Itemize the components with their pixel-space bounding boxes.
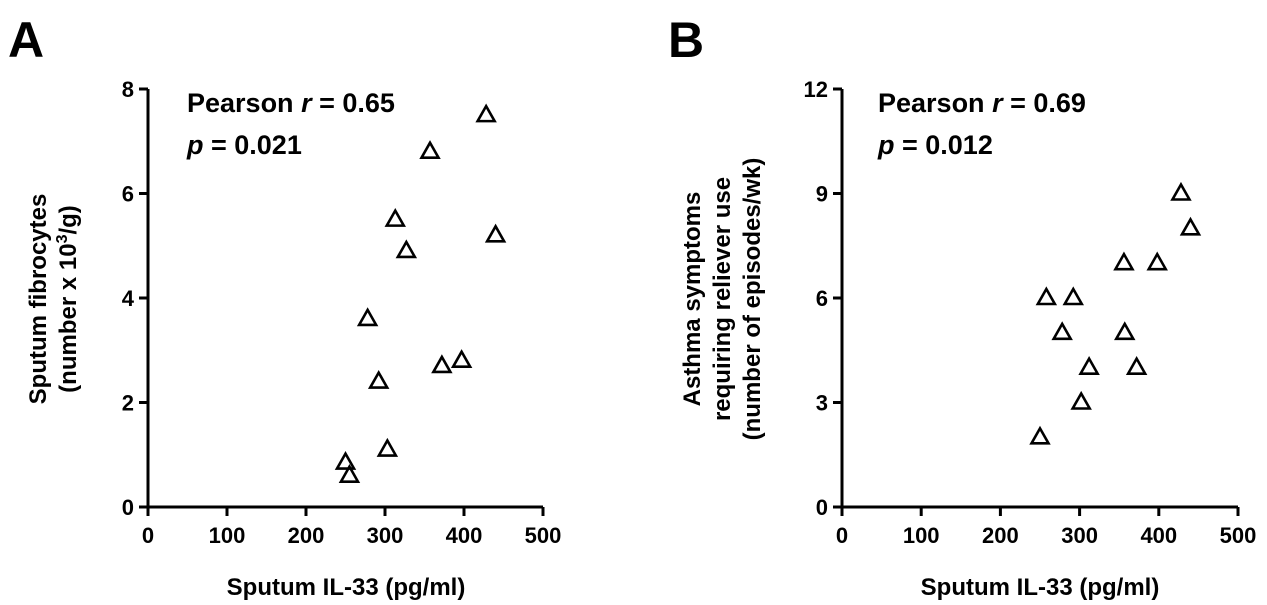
x-tick-label-b: 400 — [1140, 523, 1177, 548]
data-point-a — [334, 450, 357, 470]
x-tick-label-a: 200 — [288, 523, 325, 548]
x-tick-label-b: 100 — [903, 523, 940, 548]
x-axis-title-a: Sputum IL-33 (pg/ml) — [227, 574, 466, 601]
y-tick-label-b: 12 — [804, 77, 828, 102]
data-point-b — [1035, 286, 1058, 306]
data-point-a — [475, 103, 497, 123]
data-point-a — [367, 369, 390, 389]
data-point-b — [1051, 321, 1073, 341]
data-point-b — [1146, 251, 1168, 271]
data-point-a — [431, 354, 453, 374]
y-tick-label-b: 3 — [816, 391, 828, 416]
annotation-a: Pearson r = 0.65 p = 0.021 — [186, 88, 395, 160]
y-tick-label-a: 0 — [122, 495, 134, 520]
data-point-a — [395, 239, 418, 259]
panel-label-b: B — [668, 12, 704, 68]
data-point-a — [384, 207, 407, 227]
y-tick-label-a: 6 — [122, 182, 134, 207]
x-tick-label-b: 500 — [1220, 523, 1257, 548]
data-point-a — [376, 437, 399, 457]
panel-label-a: A — [8, 12, 44, 68]
data-point-b — [1113, 251, 1135, 271]
x-tick-label-b: 200 — [982, 523, 1019, 548]
y-tick-label-b: 9 — [816, 182, 828, 207]
y-axis-title-b: Asthma symptoms requiring reliever use (nu… — [679, 158, 766, 441]
data-point-a — [419, 140, 441, 159]
data-point-b — [1125, 356, 1148, 375]
annotation-b: Pearson r = 0.69 p = 0.012 — [877, 88, 1086, 160]
pearson-annotation-a: Pearson r = 0.65 — [187, 88, 395, 118]
x-axis-title-b: Sputum IL-33 (pg/ml) — [921, 574, 1160, 601]
x-tick-label-a: 300 — [367, 523, 404, 548]
x-tick-label-a: 400 — [446, 523, 483, 548]
panel-a: A Pearson r = 0.65 p = 0.021 Sputum IL-3… — [8, 12, 561, 601]
data-point-b — [1029, 425, 1051, 445]
y-tick-label-a: 8 — [122, 77, 134, 102]
pearson-annotation-b: Pearson r = 0.69 — [878, 88, 1086, 118]
x-tick-label-b: 0 — [836, 523, 848, 548]
data-point-a — [356, 307, 379, 327]
data-point-b — [1170, 181, 1192, 201]
x-tick-label-a: 0 — [142, 523, 154, 548]
x-tick-label-b: 300 — [1061, 523, 1098, 548]
p-value-annotation-b: p = 0.012 — [877, 130, 993, 160]
y-axis-title-a: Sputum fibrocytes (number x 103/g) — [25, 194, 82, 405]
y-tick-label-a: 4 — [122, 286, 135, 311]
data-point-b — [1179, 216, 1202, 236]
y-tick-label-b: 0 — [816, 495, 828, 520]
p-value-annotation-a: p = 0.021 — [186, 130, 302, 160]
data-point-b — [1078, 356, 1100, 375]
data-point-a — [450, 349, 473, 369]
data-point-b — [1062, 286, 1084, 306]
data-point-b — [1070, 390, 1092, 410]
data-point-a — [484, 223, 507, 243]
data-point-b — [1114, 321, 1136, 341]
y-tick-label-b: 6 — [816, 286, 828, 311]
data-point-a — [338, 464, 361, 483]
y-tick-label-a: 2 — [122, 391, 134, 416]
x-tick-label-a: 100 — [209, 523, 246, 548]
panel-b: B Pearson r = 0.69 p = 0.012 Sputum IL-3… — [668, 12, 1256, 601]
x-tick-label-a: 500 — [525, 523, 562, 548]
